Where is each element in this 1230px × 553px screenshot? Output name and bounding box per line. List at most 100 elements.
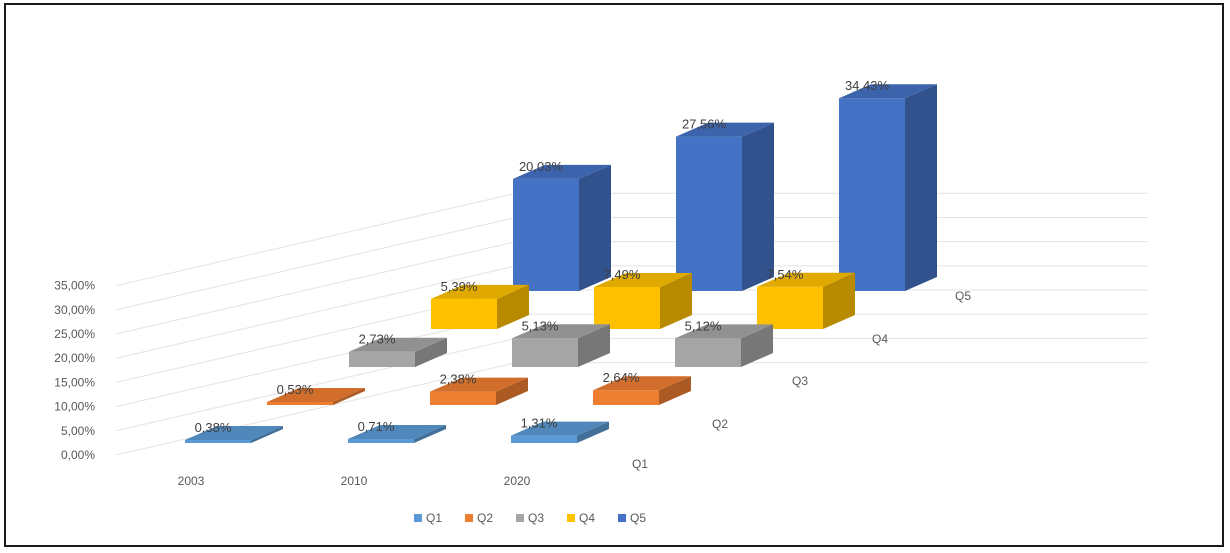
column-top [267,388,365,402]
data-label: 7,49% [604,267,641,282]
column-q5-2003 [513,164,611,291]
legend-swatch [567,514,575,522]
column-side [414,425,446,443]
y-tick-label: 5,00% [61,424,95,438]
y-tick-label: 15,00% [54,375,95,389]
column-top [676,122,774,137]
x-category-label: 2003 [178,474,205,488]
column-front [185,440,251,443]
data-labels: 20,03% 27,56% 34,43% 5,39% 7,49% 7,54% 2,73% 5,… [195,78,890,435]
data-label: 0,38% [195,420,232,435]
column-q3-2003 [349,337,447,367]
column-front [513,178,579,291]
data-label: 34,43% [845,78,890,93]
y-tick-label: 35,00% [54,279,95,293]
column-q2-2020 [593,376,691,405]
column-side [659,376,691,405]
legend-swatch [465,514,473,522]
legend-label: Q4 [579,511,595,525]
column-front [676,136,742,291]
column-front [267,402,333,405]
depth-series-label: Q3 [792,374,808,388]
column-top [431,284,529,299]
column-front [348,439,414,443]
column-q4-2010 [594,273,692,329]
column-side [496,377,528,405]
column-q1-2020 [511,421,609,443]
depth-series-label: Q4 [872,332,888,346]
column-side [333,388,365,405]
y-tick-label: 10,00% [54,400,95,414]
column-q5-2020 [839,84,937,291]
column-front [594,287,660,329]
column-top [185,426,283,440]
data-label: 0,71% [358,419,395,434]
column-side [579,164,611,291]
x-axis-categories: 2003 2010 2020 [178,474,531,488]
x-category-label: 2010 [341,474,368,488]
column-top [430,377,528,392]
data-label: 0,53% [277,382,314,397]
column-q3-2020 [675,324,773,367]
column-side [742,122,774,291]
legend: Q1 Q2 Q3 Q4 Q5 [414,511,646,525]
column-side [823,272,855,329]
legend-label: Q2 [477,511,493,525]
column-front [349,351,415,367]
column-q4-2003 [431,284,529,329]
x-category-label: 2020 [504,474,531,488]
y-tick-label: 0,00% [61,448,95,462]
column-side [577,421,609,443]
depth-series-label: Q5 [955,289,971,303]
column-top [594,273,692,288]
column-side [660,273,692,329]
y-tick-label: 30,00% [54,303,95,317]
depth-series-label: Q2 [712,417,728,431]
y-axis-ticks: 0,00% 5,00% 10,00% 15,00% 20,00% 25,00% 30,00%… [54,279,95,462]
data-label: 5,39% [441,279,478,294]
column-side [251,426,283,443]
legend-swatch [618,514,626,522]
column-front [839,98,905,291]
chart-frame [4,3,1224,547]
column-front [675,338,741,367]
column-front [512,338,578,367]
y-tick-label: 20,00% [54,351,95,365]
y-tick-label: 25,00% [54,327,95,341]
column-q3-2010 [512,324,610,367]
column-top [513,164,611,179]
column-top [512,324,610,339]
column-side [497,284,529,329]
data-label: 2,73% [359,332,396,347]
data-label: 2,64% [603,370,640,385]
legend-label: Q1 [426,511,442,525]
column-top [511,421,609,436]
column-side [741,324,773,367]
depth-axis-series: Q1 Q2 Q3 Q4 Q5 [632,289,971,471]
legend-swatch [516,514,524,522]
data-label: 5,13% [522,318,559,333]
column-q1-2003 [185,426,283,443]
column-front [430,391,496,405]
column-top [349,337,447,352]
columns [185,84,937,443]
column-q2-2003 [267,388,365,405]
column-q2-2010 [430,377,528,405]
data-label: 27,56% [682,117,727,132]
legend-label: Q5 [630,511,646,525]
column-top [675,324,773,339]
column-side [905,84,937,291]
legend-swatch [414,514,422,522]
depth-series-label: Q1 [632,457,648,471]
column-top [593,376,691,391]
data-label: 5,12% [685,318,722,333]
data-label: 7,54% [767,267,804,282]
column-front [431,298,497,329]
legend-label: Q3 [528,511,544,525]
column-side [415,337,447,367]
column-q4-2020 [757,272,855,329]
column-front [757,286,823,329]
column-top [839,84,937,99]
column-q5-2010 [676,122,774,291]
